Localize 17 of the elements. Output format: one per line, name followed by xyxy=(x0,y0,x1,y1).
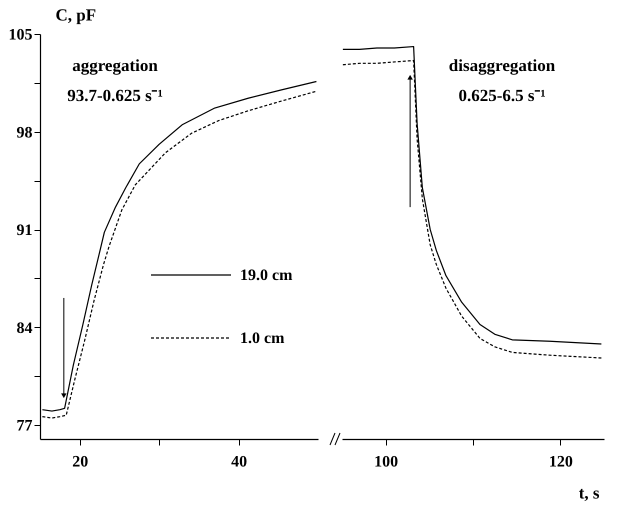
y-tick-label: 91 xyxy=(16,222,32,240)
y-tick-label: 84 xyxy=(16,320,32,337)
annotation: aggregation xyxy=(72,56,158,75)
annotation: disaggregation xyxy=(448,56,556,75)
y-axis-title: C, pF xyxy=(56,6,96,24)
legend-label: 19.0 cm xyxy=(240,267,294,284)
x-tick-label: 40 xyxy=(231,454,248,470)
y-tick-label: 98 xyxy=(16,124,32,142)
annotation: 0.625-6.5 s⁻¹ xyxy=(458,86,546,105)
legend-label: 1.0 cm xyxy=(240,330,286,347)
x-tick-label: 100 xyxy=(374,454,398,470)
y-tick-label: 105 xyxy=(8,26,32,44)
y-tick-label: 77 xyxy=(16,418,32,435)
x-tick-label: 20 xyxy=(72,454,88,470)
annotation: 93.7-0.625 s⁻¹ xyxy=(67,86,163,105)
x-tick-label: 120 xyxy=(548,454,573,470)
x-axis-title: t, s xyxy=(578,484,600,502)
